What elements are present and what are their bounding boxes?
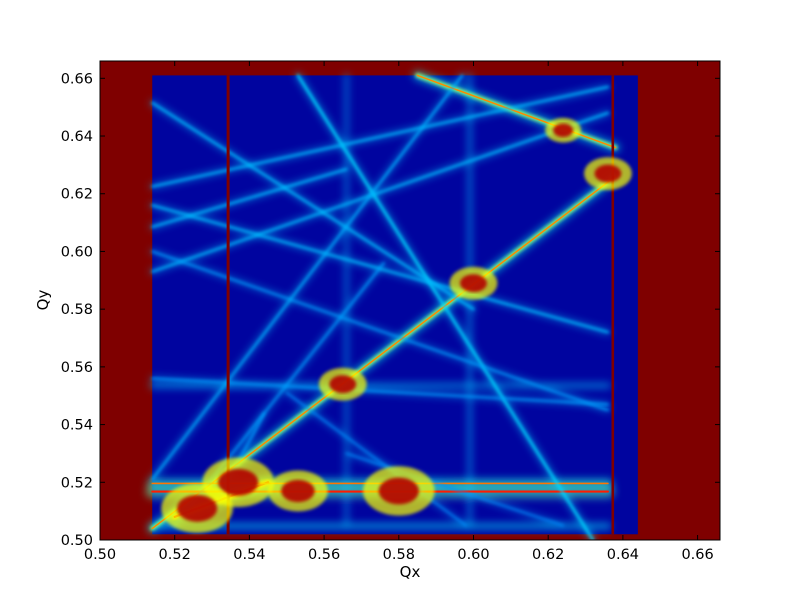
hot-spot bbox=[378, 477, 419, 505]
scan-wash bbox=[152, 75, 638, 535]
resonance-line bbox=[285, 391, 467, 527]
y-axis: 0.50 0.52 0.54 0.56 0.58 0.60 0.62 0.64 0.66 bbox=[61, 71, 720, 549]
y-tick-label: 0.58 bbox=[61, 302, 93, 318]
hot-spot bbox=[218, 468, 259, 496]
y-axis-label: Qy bbox=[34, 290, 52, 311]
plot-area bbox=[100, 61, 720, 540]
y-tick-label: 0.56 bbox=[61, 360, 93, 376]
scan-region bbox=[152, 75, 638, 535]
x-tick-label: 0.56 bbox=[308, 547, 340, 563]
hot-spot bbox=[281, 479, 315, 503]
resonance-line bbox=[345, 452, 564, 527]
unstable-band bbox=[611, 75, 615, 535]
y-tick-label: 0.62 bbox=[61, 187, 93, 203]
hot-spot bbox=[329, 375, 357, 394]
x-tick-label: 0.58 bbox=[383, 547, 415, 563]
y-tick-label: 0.64 bbox=[61, 129, 93, 145]
x-tick-label: 0.66 bbox=[681, 547, 713, 563]
y-tick-label: 0.52 bbox=[61, 475, 93, 491]
x-tick-label: 0.60 bbox=[457, 547, 489, 563]
y-tick-label: 0.60 bbox=[61, 244, 93, 260]
x-tick-label: 0.52 bbox=[159, 547, 191, 563]
y-tick-label: 0.50 bbox=[61, 533, 93, 549]
y-tick-label: 0.54 bbox=[61, 418, 93, 434]
resonance-line bbox=[151, 168, 348, 229]
resonance-core bbox=[416, 74, 617, 149]
x-axis: 0.50 0.52 0.54 0.56 0.58 0.60 0.62 0.64 0.66 bbox=[84, 61, 714, 563]
hot-spot bbox=[176, 494, 218, 522]
hot-spots bbox=[161, 117, 632, 533]
y-tick-label: 0.66 bbox=[61, 71, 93, 87]
x-tick-label: 0.64 bbox=[607, 547, 639, 563]
resonance-line bbox=[151, 74, 464, 481]
unstable-bands bbox=[226, 75, 615, 535]
x-tick-label: 0.50 bbox=[84, 547, 116, 563]
hot-spot bbox=[594, 164, 622, 183]
plot-frame bbox=[99, 60, 721, 541]
hot-spot bbox=[553, 123, 574, 137]
x-tick-label: 0.62 bbox=[532, 547, 564, 563]
resonance-line bbox=[151, 101, 475, 311]
x-axis-label: Qx bbox=[400, 563, 421, 581]
hot-spot bbox=[460, 274, 487, 293]
x-tick-label: 0.54 bbox=[233, 547, 265, 563]
unstable-band bbox=[226, 75, 230, 535]
